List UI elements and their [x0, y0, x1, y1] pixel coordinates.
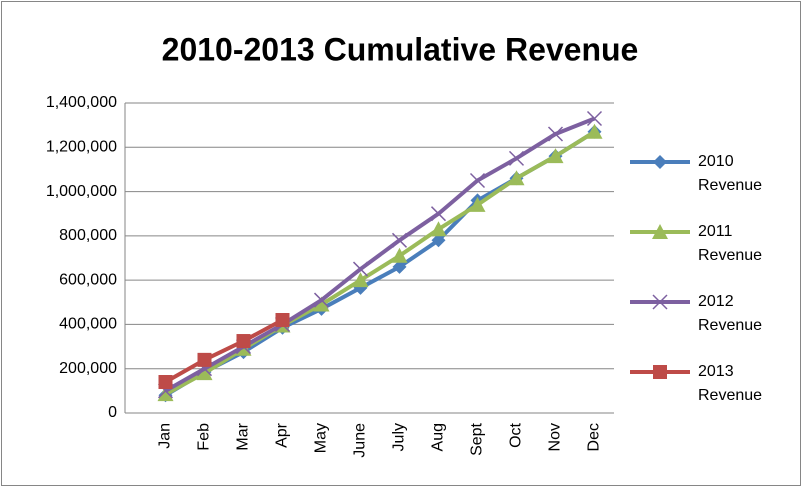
marker: [547, 126, 564, 142]
marker: [157, 386, 174, 402]
marker: [352, 261, 369, 277]
marker: [469, 196, 486, 212]
marker: [313, 292, 330, 308]
y-tick-label: 200,000: [59, 360, 117, 377]
y-tick-label: 1,000,000: [46, 183, 117, 200]
marker: [196, 365, 213, 381]
marker: [236, 334, 251, 349]
legend-label: 2010 Revenue: [698, 153, 763, 194]
marker: [508, 170, 525, 186]
legend-entry: 2013 Revenue: [698, 363, 763, 404]
y-tick-label: 1,200,000: [46, 139, 117, 156]
marker: [197, 352, 212, 367]
marker: [430, 221, 447, 237]
x-tick-label: Nov: [547, 423, 564, 451]
legend-entry: 2010 Revenue: [698, 153, 763, 194]
x-tick-label: Feb: [196, 423, 213, 451]
y-tick-label: 800,000: [59, 227, 117, 244]
legend-label: 2013 Revenue: [698, 363, 763, 404]
x-tick-label: Oct: [508, 422, 525, 447]
x-tick-label: Jan: [157, 423, 174, 449]
x-tick-label: May: [313, 423, 330, 453]
marker: [430, 206, 447, 222]
y-tick-label: 1,400,000: [46, 94, 117, 111]
marker: [392, 259, 407, 274]
x-tick-label: Dec: [586, 423, 603, 451]
marker: [352, 272, 369, 288]
x-tick-label: Mar: [235, 422, 252, 450]
x-tick-label: June: [352, 423, 369, 458]
y-tick-label: 600,000: [59, 271, 117, 288]
legend-entry: 2011 Revenue: [698, 223, 763, 264]
series-line: [164, 318, 284, 384]
marker: [653, 365, 667, 379]
marker: [652, 224, 668, 239]
legend-entry: 2012 Revenue: [698, 293, 763, 334]
marker: [391, 247, 408, 263]
marker: [653, 155, 667, 169]
marker: [508, 150, 525, 166]
marker: [313, 296, 330, 312]
marker: [275, 313, 290, 327]
marker: [158, 375, 173, 389]
series-line: [164, 116, 596, 393]
x-tick-label: Aug: [430, 423, 447, 451]
marker: [431, 233, 446, 248]
y-tick-label: 400,000: [59, 316, 117, 333]
marker: [469, 172, 486, 189]
marker: [586, 110, 603, 127]
chart-title: 2010-2013 Cumulative Revenue: [162, 31, 639, 67]
marker: [586, 123, 603, 139]
x-tick-label: Sept: [469, 422, 486, 455]
x-tick-label: Apr: [274, 422, 291, 448]
marker: [391, 232, 408, 248]
marker: [652, 294, 668, 310]
marker: [547, 148, 564, 164]
y-tick-label: 0: [108, 404, 117, 421]
x-tick-label: July: [391, 423, 408, 451]
legend-label: 2011 Revenue: [698, 223, 763, 264]
legend-label: 2012 Revenue: [698, 293, 763, 334]
